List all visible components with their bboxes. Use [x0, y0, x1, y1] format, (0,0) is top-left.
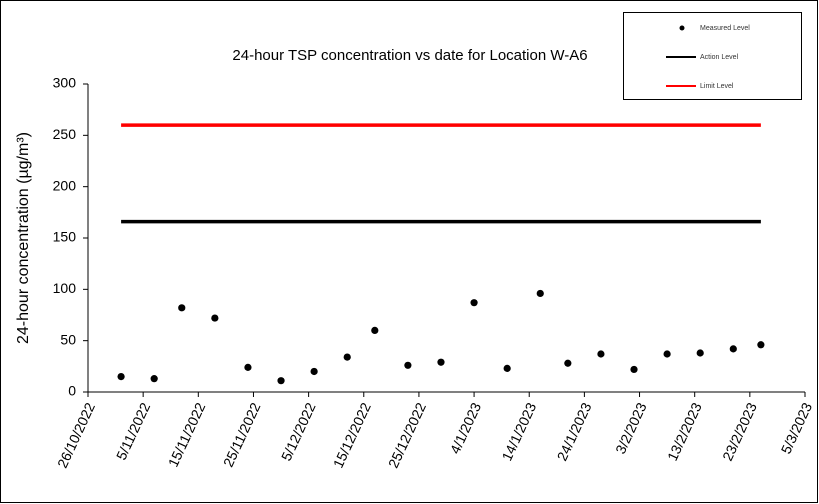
legend-label: Action Level	[700, 54, 739, 61]
data-point	[503, 364, 511, 372]
data-point	[729, 345, 737, 353]
data-point	[150, 375, 158, 383]
data-point	[117, 373, 125, 381]
y-tick-label: 50	[60, 331, 76, 347]
y-tick-label: 100	[53, 280, 77, 296]
data-point	[470, 299, 478, 307]
data-point	[310, 367, 318, 376]
data-point	[437, 358, 445, 366]
data-point	[757, 341, 765, 349]
y-tick-label: 300	[53, 75, 77, 91]
legend-box	[623, 12, 802, 100]
data-point	[536, 289, 544, 298]
y-tick-label: 150	[53, 229, 77, 245]
data-point	[663, 350, 671, 358]
data-point	[630, 365, 638, 374]
data-point	[597, 350, 605, 358]
data-point	[277, 377, 285, 385]
legend-label: Limit Level	[700, 83, 734, 90]
data-point	[696, 349, 704, 357]
data-point	[404, 361, 412, 369]
y-tick-label: 250	[53, 126, 77, 142]
data-point	[244, 363, 252, 371]
data-point	[178, 304, 186, 312]
y-axis-label: 24-hour concentration (µg/m³)	[15, 132, 32, 344]
data-point	[211, 314, 219, 322]
data-point	[564, 359, 572, 367]
data-point	[371, 326, 379, 334]
y-tick-label: 0	[68, 383, 76, 399]
y-tick-label: 200	[53, 177, 77, 193]
legend-label: Measured Level	[700, 25, 750, 32]
chart-title: 24-hour TSP concentration vs date for Lo…	[232, 47, 587, 64]
legend-key	[679, 25, 685, 31]
data-point	[343, 353, 351, 361]
